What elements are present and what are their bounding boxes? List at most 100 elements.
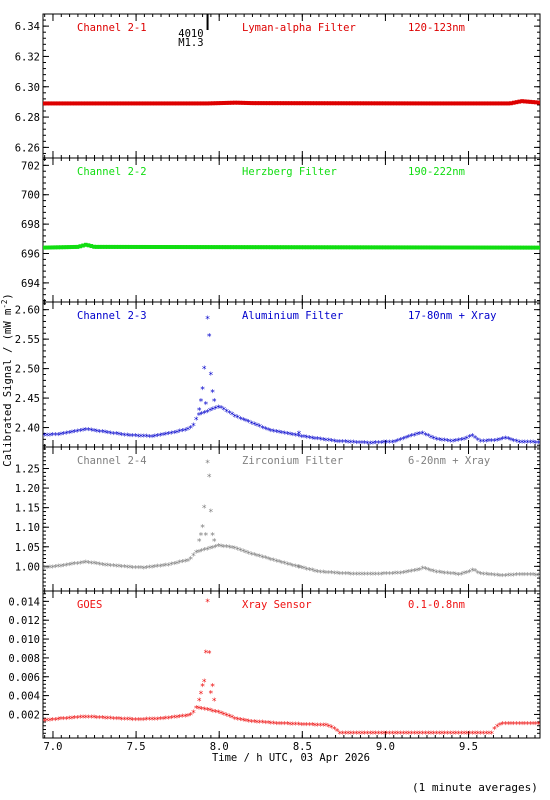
- data-point: *: [240, 548, 245, 558]
- data-point: [456, 101, 461, 106]
- y-axis-title: Calibrated Signal / (mW m-2): [0, 293, 14, 466]
- data-point: [100, 101, 105, 106]
- data-point: *: [514, 572, 519, 582]
- data-point: *: [252, 719, 257, 729]
- panel-band-label: 17-80nm + Xray: [408, 310, 497, 322]
- data-point: [100, 244, 105, 249]
- data-point: [175, 245, 179, 250]
- data-point: *: [238, 415, 243, 425]
- y-axis-title-main: Calibrated Signal / (mW m: [2, 309, 14, 467]
- data-point: *: [332, 570, 337, 580]
- data-point: *: [260, 554, 265, 564]
- data-point: [373, 245, 378, 250]
- data-point: [238, 100, 243, 105]
- data-point: *: [533, 439, 538, 449]
- data-point: *: [522, 439, 527, 449]
- data-point: [335, 245, 339, 250]
- data-point: *: [202, 706, 207, 716]
- data-point: [285, 101, 290, 106]
- flare-point: *: [197, 697, 202, 707]
- data-point: [263, 245, 268, 250]
- data-point: [97, 101, 102, 106]
- data-point: *: [332, 725, 337, 735]
- data-point: [205, 245, 210, 250]
- data-point: *: [91, 560, 96, 570]
- data-point: *: [180, 713, 185, 723]
- data-point: *: [309, 435, 314, 445]
- data-point: *: [194, 549, 199, 559]
- flare-point: *: [205, 459, 210, 469]
- data-point: *: [434, 569, 439, 579]
- data-point: [45, 101, 49, 106]
- data-point: *: [105, 429, 110, 439]
- data-point: *: [362, 440, 367, 450]
- data-point: *: [75, 560, 80, 570]
- data-point: *: [163, 431, 168, 441]
- panel-band-label: 120-123nm: [408, 22, 465, 34]
- data-point: *: [379, 571, 384, 581]
- data-point: *: [263, 719, 268, 729]
- data-point: [376, 101, 381, 106]
- data-point: *: [55, 716, 60, 726]
- data-point: *: [149, 564, 154, 574]
- data-point: *: [69, 429, 74, 439]
- data-point: [255, 101, 259, 106]
- data-point: *: [343, 439, 348, 449]
- data-point: *: [367, 730, 372, 740]
- data-point: [481, 101, 486, 106]
- data-point: *: [152, 716, 157, 726]
- data-point: *: [329, 438, 334, 448]
- data-point: [476, 101, 480, 106]
- data-point: [489, 101, 494, 106]
- data-point: *: [326, 437, 331, 447]
- data-point: *: [379, 730, 384, 740]
- data-point: *: [301, 721, 306, 731]
- data-point: *: [533, 720, 538, 730]
- data-point: *: [423, 730, 428, 740]
- data-point: *: [127, 716, 132, 726]
- data-point: [244, 100, 248, 105]
- data-point: *: [425, 566, 430, 576]
- data-point: [119, 244, 124, 249]
- data-point: *: [298, 721, 303, 731]
- data-point: [238, 245, 243, 250]
- data-point: [412, 245, 417, 250]
- data-point: [492, 101, 497, 106]
- data-point: *: [481, 730, 486, 740]
- data-point: [260, 101, 265, 106]
- data-point: [440, 101, 444, 106]
- data-point: *: [147, 716, 152, 726]
- data-point: [111, 101, 116, 106]
- data-point: [75, 244, 80, 249]
- flare-point: *: [200, 386, 205, 396]
- data-point: [230, 245, 234, 250]
- data-point: *: [97, 428, 102, 438]
- data-point: *: [194, 416, 199, 426]
- data-point: [92, 101, 96, 106]
- data-point: *: [470, 730, 475, 740]
- data-point: [310, 245, 315, 250]
- data-point: *: [475, 437, 480, 447]
- data-point: *: [326, 723, 331, 733]
- y-tick-label: 6.34: [15, 21, 40, 33]
- data-point: *: [503, 435, 508, 445]
- x-axis-title: Time / h UTC, 03 Apr 2026: [212, 752, 370, 764]
- data-point: [130, 244, 135, 249]
- data-point: [186, 101, 190, 106]
- data-point: *: [155, 563, 160, 573]
- y-tick-label: 0.010: [8, 634, 40, 646]
- data-point: [528, 99, 533, 104]
- data-point: *: [240, 717, 245, 727]
- data-point: [111, 244, 116, 249]
- data-point: [448, 101, 453, 106]
- data-series: [43, 242, 540, 250]
- data-point: *: [78, 560, 83, 570]
- data-point: *: [61, 431, 66, 441]
- data-point: *: [263, 425, 268, 435]
- data-point: *: [464, 435, 469, 445]
- data-point: [525, 99, 530, 104]
- data-point: [329, 245, 334, 250]
- data-point: *: [182, 427, 187, 437]
- data-series: [43, 99, 540, 106]
- y-tick-label: 1.05: [15, 542, 40, 554]
